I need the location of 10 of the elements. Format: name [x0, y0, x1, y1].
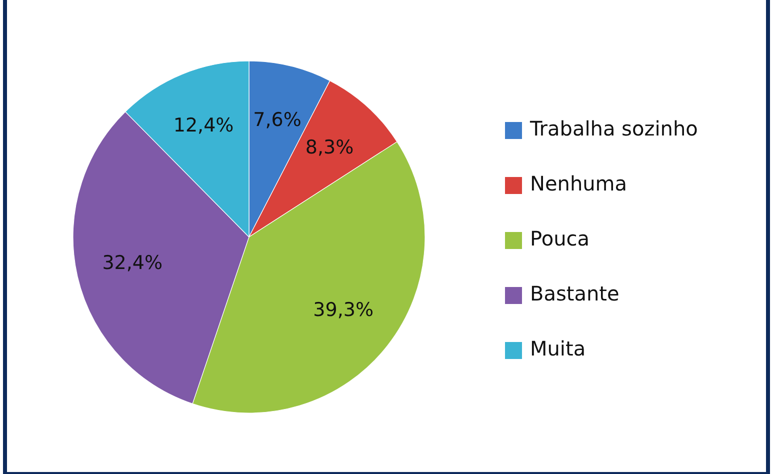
data-label: 12,4% — [173, 114, 234, 136]
data-label: 8,3% — [305, 136, 354, 159]
legend-label: Muita — [530, 336, 586, 360]
legend-label: Pouca — [530, 226, 590, 250]
data-label: 7,6% — [253, 108, 302, 131]
legend-label: Bastante — [530, 281, 620, 306]
legend-label: Nenhuma — [530, 171, 628, 196]
data-label: 32,4% — [102, 252, 163, 274]
legend-label: Trabalha sozinho — [529, 116, 698, 140]
data-label: 39,3% — [313, 298, 374, 321]
